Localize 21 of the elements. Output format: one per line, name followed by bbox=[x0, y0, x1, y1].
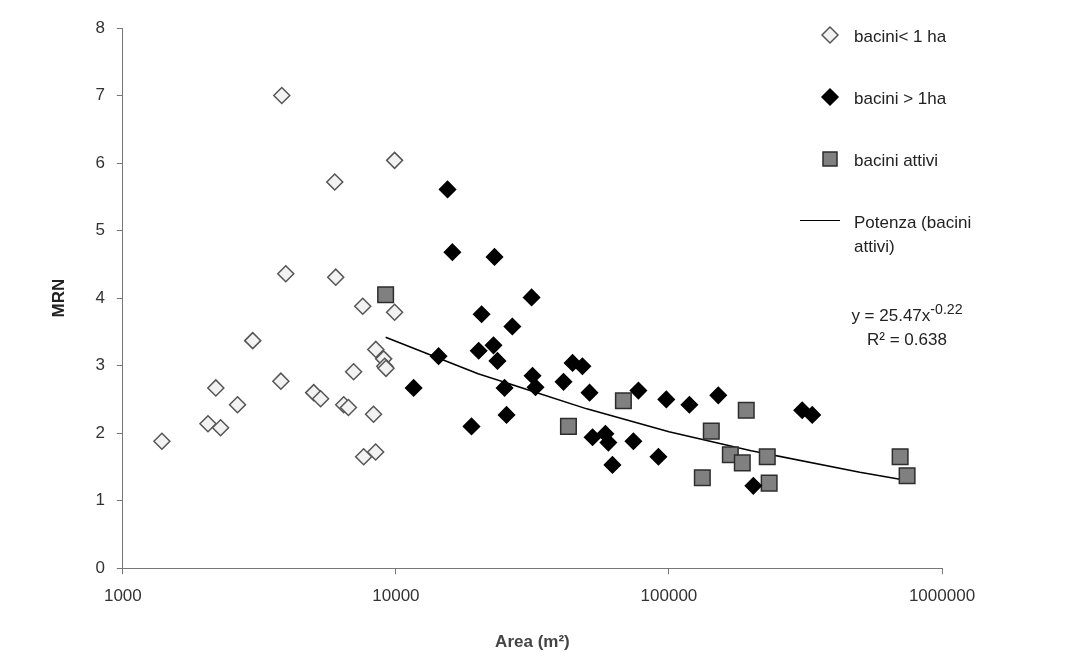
y-tick-label: 8 bbox=[95, 17, 105, 37]
y-tick-label: 6 bbox=[95, 152, 105, 172]
x-tick-label: 10000 bbox=[372, 586, 420, 606]
y-tick-label: 0 bbox=[95, 557, 105, 577]
legend-label: bacini > 1ha bbox=[854, 88, 947, 110]
y-tick-label: 4 bbox=[95, 287, 105, 307]
x-tick-label: 100000 bbox=[640, 586, 698, 606]
legend-label: Potenza (bacini attivi) bbox=[854, 212, 973, 258]
x-axis-title: Area (m²) bbox=[495, 632, 570, 652]
annotation: y = 25.47x$^{-0.22}$ bbox=[850, 300, 964, 327]
y-tick-label: 2 bbox=[95, 422, 105, 442]
x-tick-label: 1000000 bbox=[908, 586, 976, 606]
y-tick-label: 5 bbox=[95, 220, 105, 240]
y-tick-label: 3 bbox=[95, 355, 105, 375]
y-tick-label: 7 bbox=[95, 85, 105, 105]
x-tick-label: 1000 bbox=[103, 586, 142, 606]
y-axis-title: MRN bbox=[48, 278, 68, 318]
legend-label: bacini attivi bbox=[854, 150, 939, 172]
annotation: R² = 0.638 bbox=[866, 328, 948, 351]
legend-label: bacini< 1 ha bbox=[854, 26, 947, 48]
y-tick-label: 1 bbox=[95, 490, 105, 510]
